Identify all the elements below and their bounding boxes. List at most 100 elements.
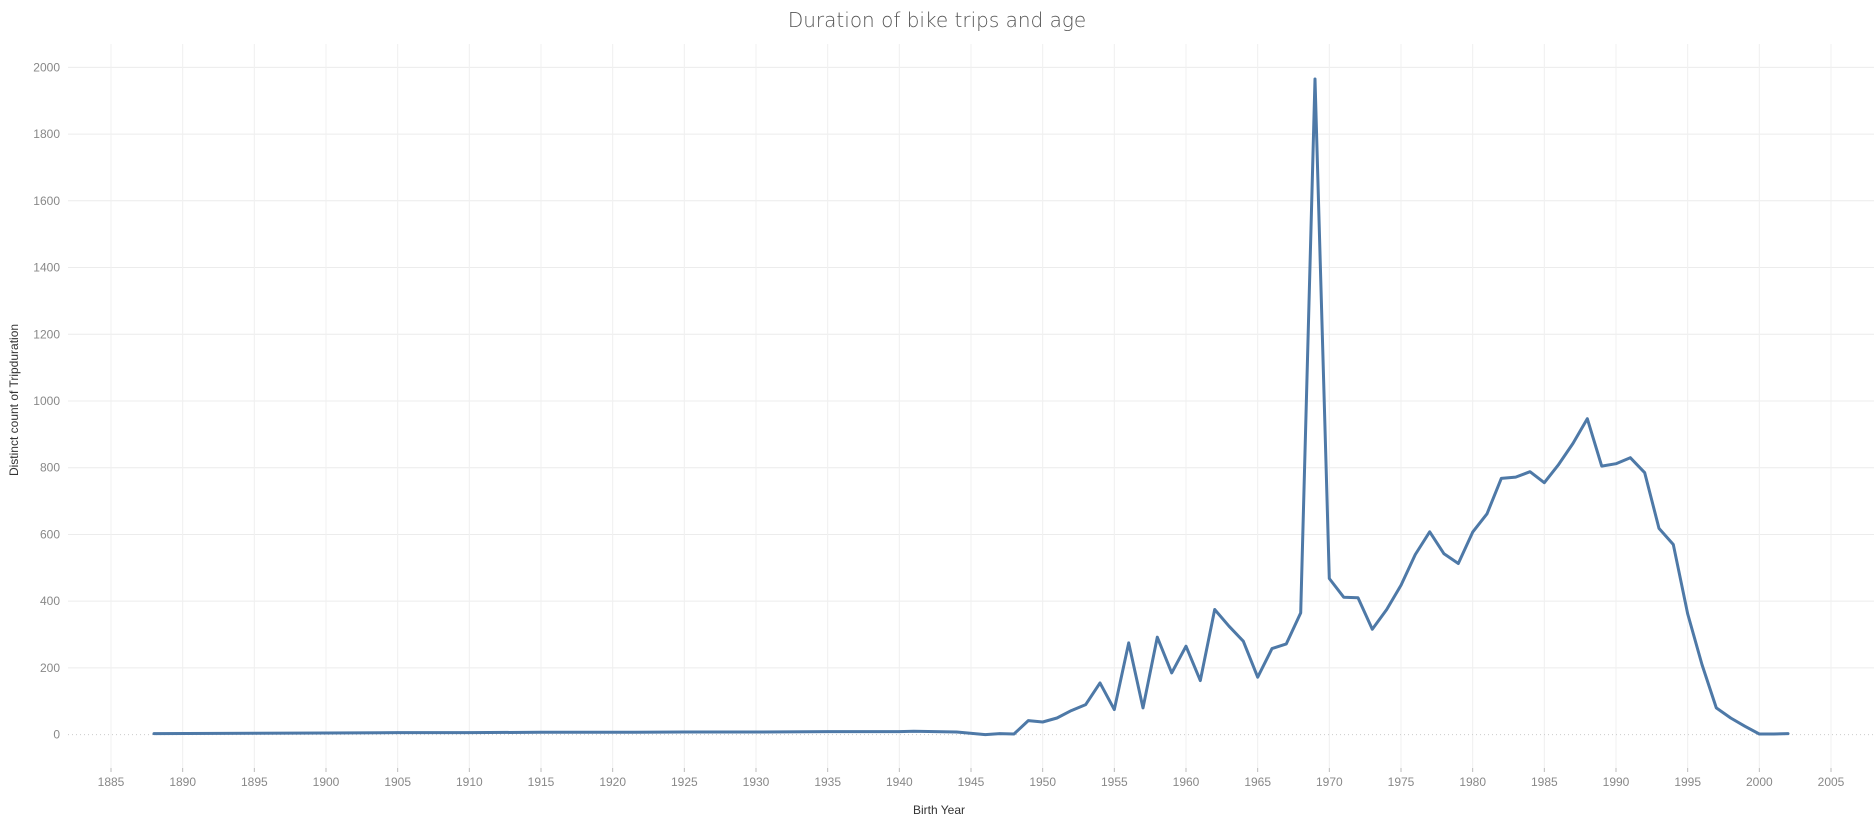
data-point [1514, 475, 1517, 479]
x-tick-label: 1925 [671, 775, 698, 789]
data-point [1399, 583, 1403, 587]
x-tick-label: 1915 [528, 775, 555, 789]
data-point [1385, 608, 1388, 611]
data-point [1786, 732, 1790, 735]
data-point [1657, 527, 1661, 530]
x-tick-label: 1945 [958, 775, 985, 789]
data-point [1643, 471, 1646, 474]
data-point [683, 730, 686, 734]
data-point [1772, 732, 1775, 736]
x-tick-label: 1995 [1674, 775, 1701, 789]
data-point [1070, 709, 1073, 712]
series-line [152, 77, 1790, 737]
data-point [539, 731, 543, 734]
x-tick-label: 1905 [384, 775, 411, 789]
data-point [1199, 679, 1202, 682]
data-point [1500, 477, 1503, 480]
data-point [1457, 562, 1460, 565]
data-point [1184, 645, 1188, 648]
y-tick-label: 600 [40, 527, 60, 541]
x-tick-label: 1965 [1244, 775, 1271, 789]
data-point [898, 730, 901, 733]
x-tick-label: 1895 [241, 775, 268, 789]
data-point [1356, 596, 1360, 600]
data-point [1084, 703, 1087, 706]
x-tick-label: 1930 [743, 775, 770, 789]
y-tick-label: 1400 [33, 261, 60, 275]
data-point [1299, 611, 1302, 615]
x-tick-label: 1985 [1531, 775, 1558, 789]
data-point [324, 731, 328, 735]
data-point [1471, 530, 1474, 534]
data-point [1371, 628, 1374, 631]
data-point [955, 730, 958, 734]
data-point [1414, 553, 1417, 556]
x-tick-label: 1935 [814, 775, 841, 789]
x-axis-title: Birth Year [913, 803, 965, 817]
data-point [1442, 552, 1446, 556]
y-tick-label: 0 [53, 728, 60, 742]
data-point [1055, 716, 1059, 720]
data-point [1285, 642, 1288, 646]
data-point [1672, 543, 1675, 546]
y-tick-label: 2000 [33, 60, 60, 74]
y-tick-label: 1800 [33, 127, 60, 141]
data-point [1629, 456, 1632, 459]
y-tick-label: 200 [40, 661, 60, 675]
data-point [468, 731, 471, 734]
data-point [1700, 663, 1704, 666]
y-tick-label: 800 [40, 461, 60, 475]
y-tick-label: 1600 [33, 194, 60, 208]
data-point [998, 732, 1001, 735]
x-tick-label: 1900 [313, 775, 340, 789]
x-tick-label: 1950 [1029, 775, 1056, 789]
data-point [1586, 417, 1589, 420]
x-tick-label: 1940 [886, 775, 913, 789]
y-axis-ticks: 0 200 400 600 800 1000 1200 1400 1600 1800 2000 [33, 60, 60, 741]
data-point [754, 730, 758, 734]
x-tick-label: 1975 [1388, 775, 1415, 789]
data-point [1313, 77, 1317, 81]
y-tick-label: 1000 [33, 394, 60, 408]
x-tick-label: 2005 [1818, 775, 1845, 789]
x-tick-label: 1890 [169, 775, 196, 789]
data-point [1242, 640, 1245, 643]
data-point [1170, 671, 1173, 675]
x-tick-label: 1920 [599, 775, 626, 789]
data-point [396, 731, 399, 734]
data-point [826, 730, 829, 733]
data-point [912, 730, 915, 733]
data-point [1729, 716, 1732, 720]
data-point [1141, 706, 1145, 710]
data-point [1428, 530, 1431, 533]
y-tick-label: 1200 [33, 327, 60, 341]
data-point [1600, 464, 1603, 468]
data-point [1543, 481, 1546, 484]
data-point [1113, 708, 1116, 711]
data-point [152, 732, 156, 735]
data-point [1270, 647, 1274, 650]
data-point [611, 731, 614, 734]
x-tick-label: 1955 [1101, 775, 1128, 789]
series-layer [152, 77, 1790, 737]
data-point [1743, 725, 1747, 728]
data-point [984, 733, 987, 736]
x-tick-label: 2000 [1746, 775, 1773, 789]
y-tick-label: 400 [40, 594, 60, 608]
data-point [1041, 720, 1044, 724]
data-point [1614, 462, 1618, 465]
data-point [253, 732, 256, 735]
chart-title: Duration of bike trips and age [787, 8, 1087, 32]
y-axis-title: Distinct count of Tripduration [7, 324, 21, 476]
x-tick-label: 1960 [1173, 775, 1200, 789]
x-tick-label: 1970 [1316, 775, 1343, 789]
data-point [1342, 595, 1345, 599]
x-tick-label: 1885 [98, 775, 125, 789]
data-point [1027, 719, 1030, 722]
data-point [1098, 681, 1102, 685]
data-point [1156, 636, 1159, 639]
data-point [1557, 463, 1560, 466]
data-point [1715, 706, 1718, 710]
data-point [1227, 625, 1231, 628]
